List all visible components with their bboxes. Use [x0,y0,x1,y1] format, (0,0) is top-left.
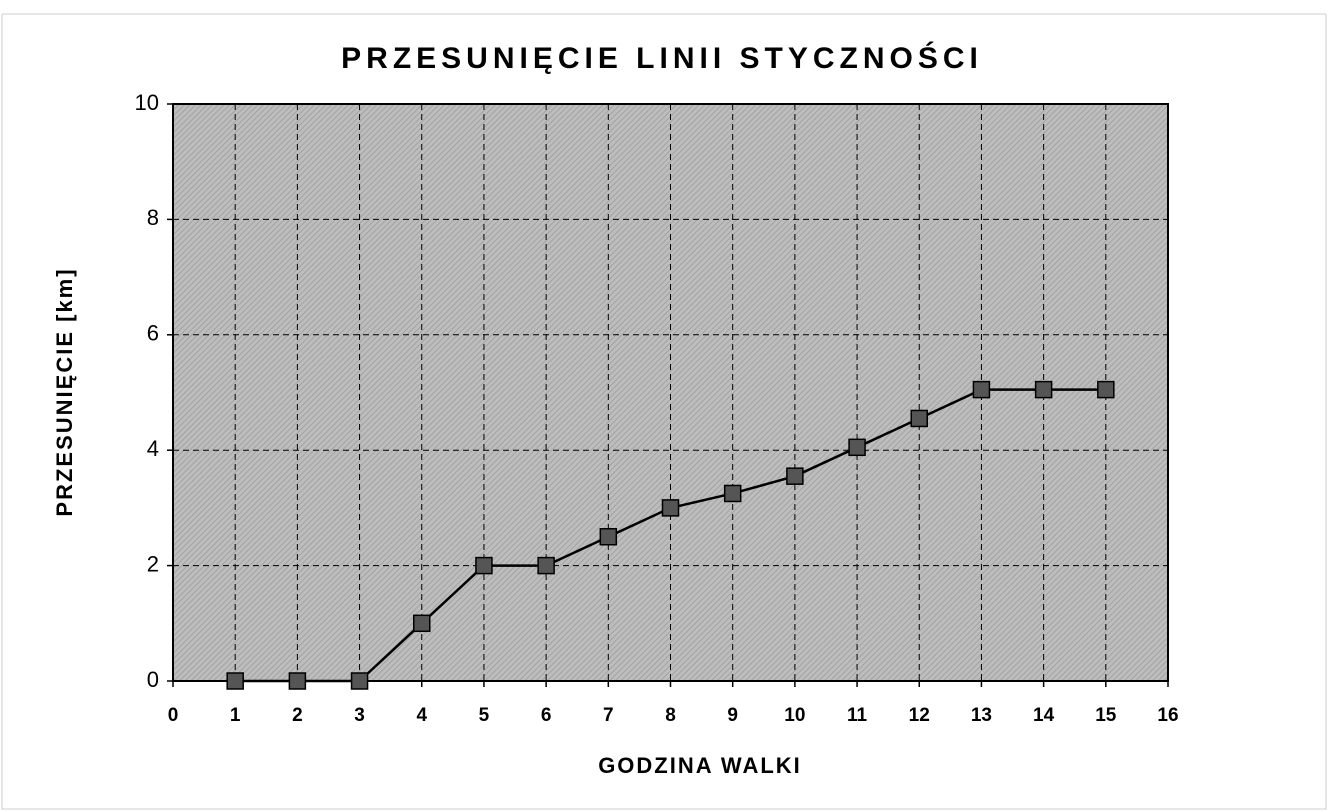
x-tick-label: 9 [727,705,738,726]
data-point [413,614,431,633]
data-point [599,528,618,546]
x-tick-label: 3 [354,705,365,726]
frame [1,13,1327,810]
x-tick-label: 12 [909,705,930,726]
data-point [226,672,244,690]
x-tick-label: 4 [416,705,427,726]
x-tick-label: 6 [541,705,552,726]
y-tick-label: 0 [147,667,159,692]
x-tick-label: 8 [665,705,676,726]
y-tick-label: 8 [147,205,159,230]
x-tick-label: 7 [603,705,614,726]
x-tick-label: 11 [847,705,868,726]
data-point [1034,380,1053,399]
data-point [848,438,866,457]
data-point [786,467,804,485]
chart-title: PRZESUNIĘCIE LINII STYCZNOŚCI [341,41,983,75]
data-point [537,556,555,575]
x-tick-label: 2 [292,705,303,726]
data-point [910,409,928,428]
x-axis-label: GODZINA WALKI [598,753,802,778]
x-tick-label: 16 [1157,705,1178,726]
data-point [288,672,307,690]
x-tick-label: 5 [479,705,490,726]
x-tick-label: 15 [1095,705,1117,726]
data-point [723,484,742,503]
y-tick-label: 4 [147,436,159,461]
x-tick-label: 0 [168,705,179,726]
data-point [1097,380,1115,399]
y-axis-label: PRZESUNIĘCIE [km] [52,267,77,516]
x-tick-label: 13 [971,705,992,726]
x-tick-label: 10 [784,705,805,726]
y-tick-label: 6 [147,321,159,346]
data-point [661,499,680,517]
x-tick-label: 1 [230,705,241,726]
y-tick-label: 10 [135,90,159,115]
y-tick-label: 2 [147,551,159,576]
data-point [972,380,991,399]
x-tick-label: 14 [1033,705,1055,726]
data-point [350,672,369,690]
data-point [475,556,493,575]
